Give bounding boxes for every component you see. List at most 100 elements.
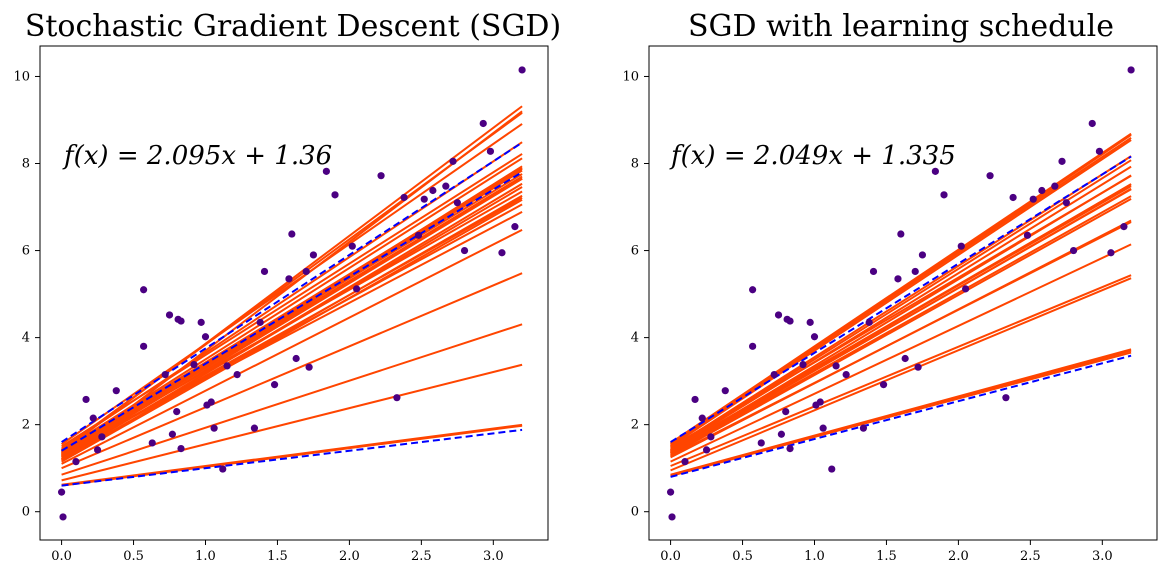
data-point — [219, 465, 227, 473]
data-point — [511, 223, 519, 231]
data-point — [270, 381, 279, 389]
data-point — [486, 147, 495, 155]
axes-frame — [39, 45, 549, 541]
x-tick-label: 1.5 — [267, 549, 288, 564]
data-point — [897, 230, 905, 238]
fit-line — [670, 243, 1132, 463]
fit-line — [60, 110, 523, 461]
data-point — [702, 446, 711, 454]
data-point — [698, 414, 706, 422]
x-tick-label: 3.0 — [483, 549, 504, 564]
data-point — [460, 246, 469, 255]
data-point — [1038, 186, 1046, 195]
y-tick-label: 6 — [22, 244, 30, 259]
x-tick-label: 2.5 — [411, 549, 432, 564]
fit-line — [670, 174, 1132, 454]
data-point — [707, 433, 715, 441]
fit-line — [670, 351, 1132, 477]
x-tick-label: 2.5 — [1020, 549, 1041, 564]
dashed-line — [61, 171, 523, 452]
fit-line — [61, 272, 523, 470]
data-point — [1062, 199, 1070, 207]
y-tick-label: 10 — [13, 69, 30, 84]
fit-line — [61, 323, 523, 476]
data-point — [1029, 195, 1037, 203]
data-point — [233, 371, 241, 379]
data-point — [681, 458, 689, 466]
data-point — [911, 267, 919, 276]
data-point — [986, 172, 994, 180]
fit-line — [670, 277, 1132, 472]
data-point — [479, 119, 487, 128]
data-point — [98, 433, 106, 441]
fit-line — [670, 155, 1132, 450]
data-point — [859, 424, 868, 432]
data-point — [207, 398, 215, 406]
fit-line — [670, 221, 1132, 457]
data-point — [89, 414, 97, 422]
x-tick-label: 0.0 — [51, 549, 72, 564]
axes-frame — [648, 45, 1158, 541]
data-point — [518, 66, 526, 74]
x-tick-label: 0.5 — [732, 549, 753, 564]
y-tick-label: 8 — [22, 157, 30, 172]
data-point — [57, 488, 66, 496]
data-point — [1120, 223, 1128, 231]
data-point — [190, 360, 198, 369]
x-tick-label: 1.0 — [195, 549, 216, 564]
data-point — [288, 230, 296, 238]
y-tick-label: 0 — [631, 505, 639, 520]
fit-line — [670, 197, 1132, 457]
chart-panel-left: Stochastic Gradient Descent (SGD) 0.0 0.5… — [13, 9, 561, 564]
y-tick-label: 8 — [631, 157, 639, 172]
data-point — [799, 360, 807, 369]
data-point — [377, 172, 385, 180]
data-point — [93, 446, 102, 454]
x-tick-label: 0.0 — [660, 549, 681, 564]
y-tick-label: 0 — [22, 505, 30, 520]
chart-title: SGD with learning schedule — [688, 9, 1114, 44]
dashed-line — [61, 141, 523, 443]
data-point — [668, 513, 676, 521]
data-point — [1002, 394, 1010, 402]
data-point — [285, 275, 293, 283]
y-tick-label: 2 — [631, 418, 639, 433]
data-point — [331, 191, 339, 199]
y-tick-label: 4 — [22, 331, 30, 346]
data-point — [250, 424, 259, 432]
data-point — [140, 286, 148, 294]
data-point — [757, 439, 765, 447]
data-point — [223, 362, 231, 370]
data-point — [348, 242, 356, 250]
data-point — [420, 195, 428, 203]
data-point — [161, 371, 169, 379]
data-point — [786, 317, 794, 325]
data-point — [1051, 182, 1059, 190]
fit-line — [61, 190, 523, 455]
fit-line — [61, 211, 523, 456]
data-point — [1009, 193, 1017, 202]
equation-annotation: f(x) = 2.049x + 1.335 — [669, 141, 956, 171]
data-point — [260, 267, 269, 276]
data-point — [819, 424, 827, 432]
data-point — [901, 354, 909, 363]
data-point — [112, 387, 120, 395]
fit-line — [61, 423, 523, 486]
data-point — [302, 267, 310, 276]
data-point — [816, 398, 824, 406]
data-point — [832, 362, 840, 370]
fit-line — [670, 195, 1132, 455]
data-point — [1127, 66, 1135, 74]
data-point — [770, 371, 778, 379]
y-tick-label: 2 — [22, 418, 30, 433]
data-point — [165, 311, 174, 319]
data-point — [962, 285, 970, 293]
data-point — [210, 424, 218, 432]
data-point — [292, 354, 300, 363]
x-tick-label: 2.0 — [948, 549, 969, 564]
dashed-line — [61, 428, 523, 487]
data-point — [393, 394, 401, 402]
dashed-line — [670, 354, 1132, 478]
data-point — [1088, 119, 1096, 128]
data-point — [429, 186, 437, 195]
